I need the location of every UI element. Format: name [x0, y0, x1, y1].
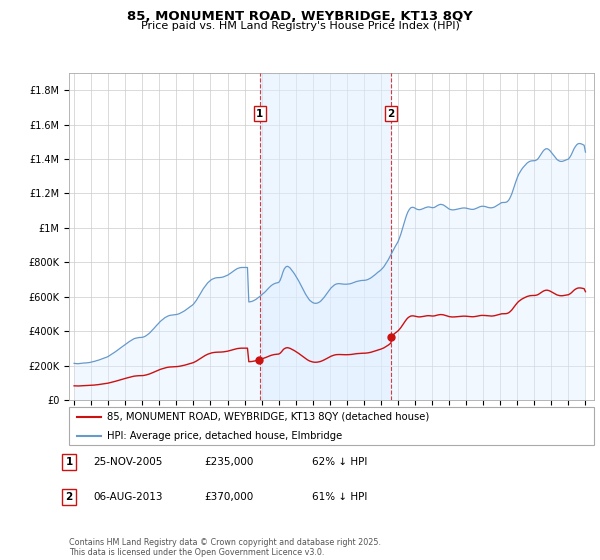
FancyBboxPatch shape — [69, 407, 594, 445]
Text: Contains HM Land Registry data © Crown copyright and database right 2025.
This d: Contains HM Land Registry data © Crown c… — [69, 538, 381, 557]
Text: Price paid vs. HM Land Registry's House Price Index (HPI): Price paid vs. HM Land Registry's House … — [140, 21, 460, 31]
Text: 85, MONUMENT ROAD, WEYBRIDGE, KT13 8QY (detached house): 85, MONUMENT ROAD, WEYBRIDGE, KT13 8QY (… — [107, 412, 429, 422]
Text: 61% ↓ HPI: 61% ↓ HPI — [312, 492, 367, 502]
Text: £235,000: £235,000 — [204, 457, 253, 467]
Text: 85, MONUMENT ROAD, WEYBRIDGE, KT13 8QY: 85, MONUMENT ROAD, WEYBRIDGE, KT13 8QY — [127, 10, 473, 23]
Text: 06-AUG-2013: 06-AUG-2013 — [93, 492, 163, 502]
Bar — [260, 73, 391, 400]
Text: 25-NOV-2005: 25-NOV-2005 — [93, 457, 163, 467]
Text: HPI: Average price, detached house, Elmbridge: HPI: Average price, detached house, Elmb… — [107, 431, 342, 441]
Text: 2: 2 — [65, 492, 73, 502]
Text: 1: 1 — [256, 109, 263, 119]
Text: £370,000: £370,000 — [204, 492, 253, 502]
Text: 2: 2 — [388, 109, 395, 119]
Text: 62% ↓ HPI: 62% ↓ HPI — [312, 457, 367, 467]
Text: 1: 1 — [65, 457, 73, 467]
